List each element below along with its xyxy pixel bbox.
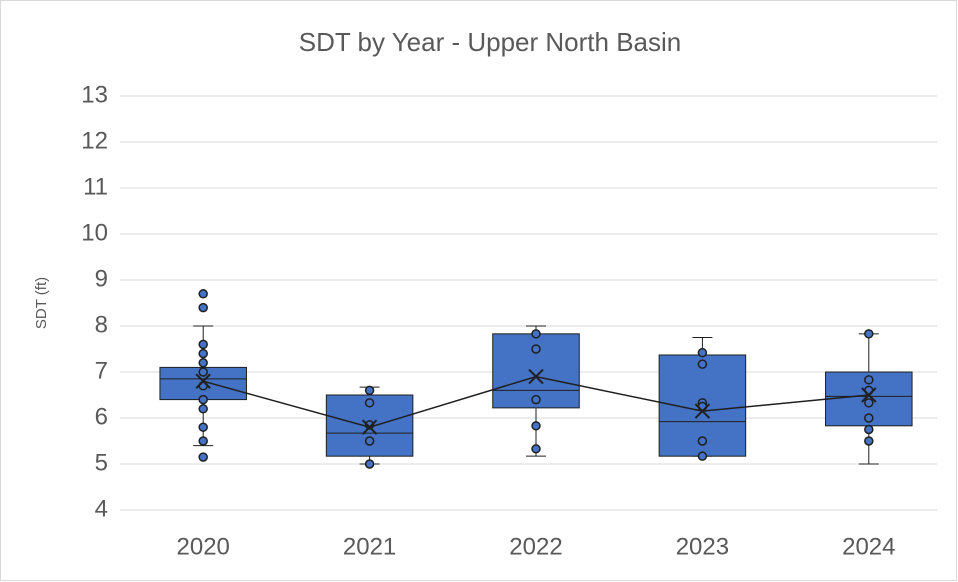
data-point bbox=[198, 289, 208, 299]
data-point bbox=[364, 459, 375, 469]
y-tick-label: 6 bbox=[95, 403, 108, 430]
data-point bbox=[531, 444, 541, 454]
mean-marker bbox=[195, 373, 211, 389]
data-point bbox=[864, 398, 874, 408]
data-point bbox=[531, 421, 541, 431]
data-point bbox=[198, 436, 208, 446]
x-tick-label: 2020 bbox=[177, 533, 230, 560]
chart-title: SDT by Year - Upper North Basin bbox=[299, 27, 681, 57]
y-tick-label: 9 bbox=[95, 265, 108, 292]
x-tick-label: 2023 bbox=[676, 533, 729, 560]
y-tick-label: 4 bbox=[95, 495, 108, 522]
data-point bbox=[198, 302, 208, 313]
y-tick-label: 5 bbox=[95, 449, 108, 476]
data-point bbox=[198, 339, 208, 350]
y-tick-label: 7 bbox=[95, 357, 108, 384]
x-tick-label: 2024 bbox=[842, 533, 895, 560]
data-point bbox=[864, 413, 874, 423]
data-point bbox=[864, 436, 874, 446]
data-point bbox=[697, 347, 708, 358]
data-point bbox=[198, 367, 208, 377]
data-point bbox=[364, 385, 375, 396]
data-point bbox=[864, 375, 874, 385]
data-point bbox=[198, 394, 208, 405]
y-axis-label: SDT (ft) bbox=[33, 277, 50, 329]
data-point bbox=[864, 424, 874, 435]
y-tick-label: 8 bbox=[95, 311, 108, 338]
y-tick-label: 11 bbox=[83, 173, 108, 200]
data-point bbox=[531, 329, 541, 339]
data-point bbox=[198, 348, 208, 359]
y-tick-label: 12 bbox=[81, 127, 108, 154]
data-point bbox=[364, 436, 375, 446]
data-point bbox=[697, 436, 708, 446]
y-tick-label: 13 bbox=[81, 81, 108, 108]
x-tick-label: 2021 bbox=[343, 533, 396, 560]
data-point bbox=[864, 329, 874, 339]
mean-marker bbox=[861, 387, 877, 403]
data-point bbox=[198, 358, 208, 368]
data-point bbox=[531, 344, 541, 354]
data-point bbox=[531, 394, 541, 405]
mean-marker bbox=[361, 419, 378, 435]
y-tick-label: 10 bbox=[81, 219, 108, 246]
mean-marker bbox=[528, 368, 544, 385]
data-point bbox=[198, 452, 208, 462]
data-point bbox=[697, 359, 708, 369]
data-point bbox=[697, 451, 708, 461]
mean-marker bbox=[694, 403, 711, 419]
data-point bbox=[198, 422, 208, 432]
data-point bbox=[364, 398, 375, 408]
data-point bbox=[198, 404, 208, 414]
x-tick-label: 2022 bbox=[509, 533, 562, 560]
